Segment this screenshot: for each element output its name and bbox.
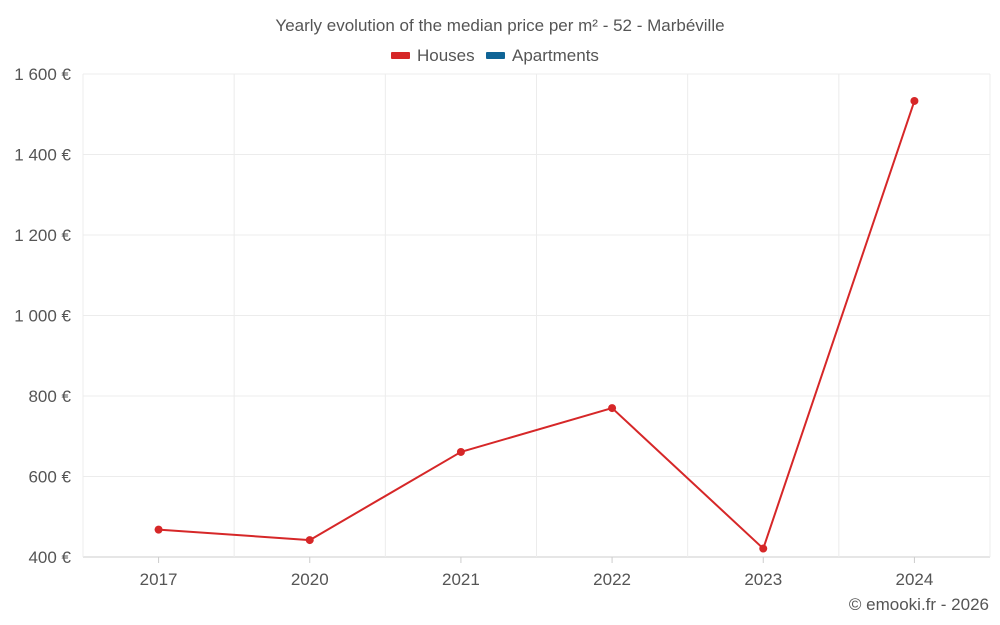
x-axis: 2017 2020 2021 2022 2023 2024 (140, 557, 934, 589)
series-layer (154, 96, 919, 553)
credit-text: © emooki.fr - 2026 (849, 595, 989, 614)
series-line-houses (158, 100, 916, 550)
y-tick-label: 400 € (28, 548, 71, 567)
y-axis: 400 € 600 € 800 € 1 000 € 1 200 € 1 400 € 1 60… (14, 65, 71, 567)
y-tick-label: 1 200 € (14, 226, 71, 245)
x-tick-label: 2020 (291, 570, 329, 589)
data-point[interactable] (910, 96, 919, 105)
data-point[interactable] (759, 544, 768, 553)
y-tick-label: 1 600 € (14, 65, 71, 84)
x-tick-label: 2022 (593, 570, 631, 589)
x-tick-label: 2024 (896, 570, 934, 589)
x-tick-label: 2021 (442, 570, 480, 589)
legend-swatch-houses[interactable] (391, 52, 410, 59)
legend: Houses Apartments (391, 46, 599, 65)
y-tick-label: 1 400 € (14, 146, 71, 165)
data-point[interactable] (608, 404, 617, 413)
data-point[interactable] (456, 447, 465, 456)
legend-swatch-apartments[interactable] (486, 52, 505, 59)
y-tick-label: 800 € (28, 387, 71, 406)
x-tick-label: 2023 (744, 570, 782, 589)
legend-label-houses[interactable]: Houses (417, 46, 475, 65)
y-tick-label: 600 € (28, 468, 71, 487)
y-tick-label: 1 000 € (14, 307, 71, 326)
data-point[interactable] (305, 536, 314, 545)
grid (82, 73, 991, 558)
legend-label-apartments[interactable]: Apartments (512, 46, 599, 65)
data-point[interactable] (154, 525, 163, 534)
x-tick-label: 2017 (140, 570, 178, 589)
chart-title: Yearly evolution of the median price per… (275, 16, 724, 35)
